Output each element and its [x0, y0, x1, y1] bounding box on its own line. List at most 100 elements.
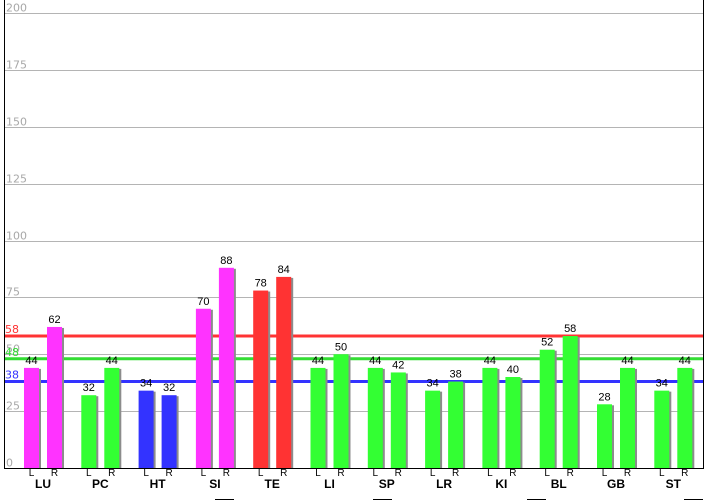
side-label: L [373, 468, 379, 479]
category-label-ht: HT [150, 477, 167, 491]
reference-line-label: 38 [5, 369, 19, 382]
bar-pc-l [81, 395, 97, 468]
category-label-si: SI [209, 477, 220, 491]
plot-frame [4, 0, 704, 500]
bar-value-label: 78 [255, 278, 267, 290]
bar-value-label: 44 [312, 355, 324, 367]
side-label: R [509, 468, 516, 479]
side-label: L [315, 468, 321, 479]
bar-sp-r [390, 372, 406, 468]
bar-value-label: 28 [598, 391, 610, 403]
bar-value-label: 34 [140, 378, 152, 390]
bar-te-l [253, 290, 269, 468]
category-label-li: LI [324, 477, 335, 491]
y-tick-label: 100 [6, 230, 27, 243]
bar-value-label: 44 [679, 355, 691, 367]
side-label: R [395, 468, 402, 479]
bar-si-l [195, 308, 211, 468]
side-label: L [29, 468, 35, 479]
bar-value-label: 42 [392, 359, 404, 371]
side-label: L [143, 468, 149, 479]
bar-te-r [276, 276, 292, 468]
category-label-bl: BL [551, 477, 567, 491]
category-label-ki: KI [495, 477, 507, 491]
category-label-lr: LR [436, 477, 452, 491]
bar-value-label: 44 [25, 355, 37, 367]
side-label: L [487, 468, 493, 479]
bar-value-label: 44 [106, 355, 118, 367]
side-label: R [165, 468, 172, 479]
bar-value-label: 38 [449, 369, 461, 381]
y-tick-label: 125 [6, 173, 27, 186]
y-tick-label: 200 [6, 2, 27, 15]
y-tick-label: 0 [6, 457, 13, 470]
bar-ht-r [161, 395, 177, 468]
bar-sp-l [367, 367, 383, 468]
bar-st-r [677, 367, 693, 468]
bar-value-label: 44 [621, 355, 633, 367]
category-label-sp: SP [379, 477, 395, 491]
bar-value-label: 62 [48, 314, 60, 326]
grid-lines: 0 25 50 75 100 125 150 175 200 [4, 2, 703, 470]
bar-value-label: 34 [426, 378, 438, 390]
y-tick-label: 175 [6, 59, 27, 72]
bar-st-l [654, 390, 670, 468]
y-tick-label: 50 [6, 343, 20, 356]
bar-bl-r [562, 336, 578, 468]
category-label-te: TE [265, 477, 280, 491]
side-label: R [108, 468, 115, 479]
bar-value-label: 84 [278, 264, 290, 276]
side-label: R [51, 468, 58, 479]
reference-line-label: 58 [5, 323, 19, 336]
category-label-pc: PC [92, 477, 109, 491]
bar-pc-r [104, 367, 120, 468]
reference-line-label: 48 [5, 346, 19, 359]
bar-ki-r [505, 377, 521, 468]
side-label: L [201, 468, 207, 479]
bar-value-label: 52 [541, 337, 553, 349]
category-label-st: ST [666, 477, 682, 491]
bar-value-label: 88 [220, 255, 232, 267]
bar-lu-r [47, 326, 62, 468]
bar-value-label: 44 [369, 355, 381, 367]
bar-lu-l [24, 367, 39, 468]
bar-value-label: 32 [163, 382, 175, 394]
y-tick-label: 150 [6, 116, 27, 129]
side-label: L [544, 468, 550, 479]
bar-ht-l [138, 390, 154, 468]
bar-value-label: 44 [484, 355, 496, 367]
side-label: R [567, 468, 574, 479]
bar-li-l [310, 367, 326, 468]
bar-ki-l [482, 367, 498, 468]
side-label: L [602, 468, 608, 479]
bar-series: 44L62RLU32L44RPC34L32RHT70L88RSI78L84RTE… [24, 255, 695, 491]
bar-si-r [218, 267, 234, 468]
bar-value-label: 34 [656, 378, 668, 390]
category-label-lu: LU [35, 477, 51, 491]
side-label: R [681, 468, 688, 479]
bar-li-r [333, 354, 349, 468]
bar-value-label: 40 [507, 364, 519, 376]
bar-value-label: 32 [83, 382, 95, 394]
category-label-gb: GB [607, 477, 625, 491]
bar-value-label: 58 [564, 323, 576, 335]
y-tick-label: 25 [6, 400, 20, 413]
bar-lr-r [448, 381, 464, 468]
bar-bl-l [539, 349, 555, 468]
side-label: L [430, 468, 436, 479]
side-label: R [280, 468, 287, 479]
side-label: L [659, 468, 665, 479]
bar-gb-r [620, 367, 635, 468]
side-label: L [258, 468, 264, 479]
bar-gb-l [597, 404, 612, 468]
side-label: R [337, 468, 344, 479]
y-tick-label: 75 [6, 286, 20, 299]
bar-value-label: 70 [197, 296, 209, 308]
side-label: L [86, 468, 92, 479]
side-label: R [223, 468, 230, 479]
side-label: R [624, 468, 631, 479]
side-label: R [452, 468, 459, 479]
bar-lr-l [425, 390, 441, 468]
bar-value-label: 50 [335, 341, 347, 353]
